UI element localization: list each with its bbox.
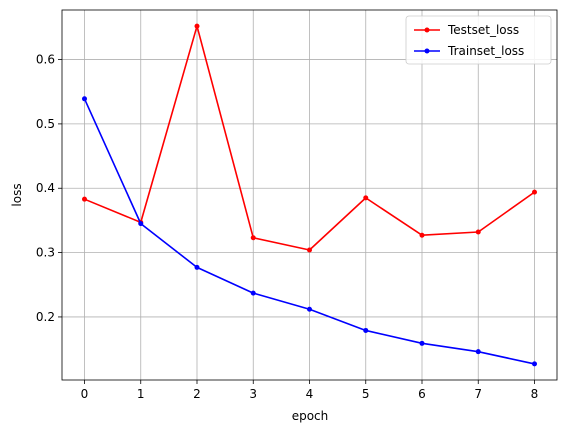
x-tick-label: 3 xyxy=(249,387,257,401)
data-point xyxy=(250,235,256,241)
x-tick-label: 8 xyxy=(531,387,539,401)
x-tick-label: 4 xyxy=(306,387,314,401)
y-tick-label: 0.3 xyxy=(36,246,55,260)
x-tick-label: 1 xyxy=(137,387,145,401)
axes: 0 1 2 3 4 5 6 7 8 0.2 0.3 0.4 0.5 0.6 xyxy=(36,9,558,401)
series-Trainset_loss xyxy=(82,96,537,367)
data-point xyxy=(363,195,369,201)
data-point xyxy=(532,189,537,195)
x-tick-label: 0 xyxy=(81,387,89,401)
x-tick-label: 7 xyxy=(474,387,482,401)
data-point xyxy=(307,306,312,312)
series-layer xyxy=(82,23,537,367)
data-point xyxy=(532,361,537,367)
legend: Testset_loss Trainset_loss xyxy=(405,15,552,65)
data-point xyxy=(138,221,144,227)
data-point xyxy=(475,349,481,355)
x-tick-label: 6 xyxy=(418,387,426,401)
data-point xyxy=(194,264,200,270)
y-tick-label: 0.6 xyxy=(36,53,55,67)
data-point xyxy=(419,232,425,238)
grid-lines xyxy=(62,10,557,380)
data-point xyxy=(419,340,425,346)
y-tick-label: 0.5 xyxy=(36,117,55,131)
legend-swatch-marker xyxy=(424,27,430,33)
legend-swatch-marker xyxy=(424,48,430,54)
data-point xyxy=(307,247,312,253)
y-tick-label: 0.4 xyxy=(36,181,55,195)
legend-entry-label: Testset_loss xyxy=(447,23,519,37)
data-point xyxy=(250,290,256,296)
x-tick-label: 2 xyxy=(193,387,201,401)
series-Testset_loss xyxy=(82,23,537,253)
data-point xyxy=(194,23,200,29)
x-axis-label: epoch xyxy=(292,409,329,423)
y-axis-label: loss xyxy=(10,183,24,206)
data-point xyxy=(363,327,369,333)
data-point xyxy=(475,229,481,235)
x-tick-label: 5 xyxy=(362,387,370,401)
y-tick-label: 0.2 xyxy=(36,310,55,324)
legend-entry-label: Trainset_loss xyxy=(447,44,524,58)
legend-box xyxy=(405,15,552,65)
data-point xyxy=(82,196,87,202)
data-point xyxy=(82,96,87,102)
